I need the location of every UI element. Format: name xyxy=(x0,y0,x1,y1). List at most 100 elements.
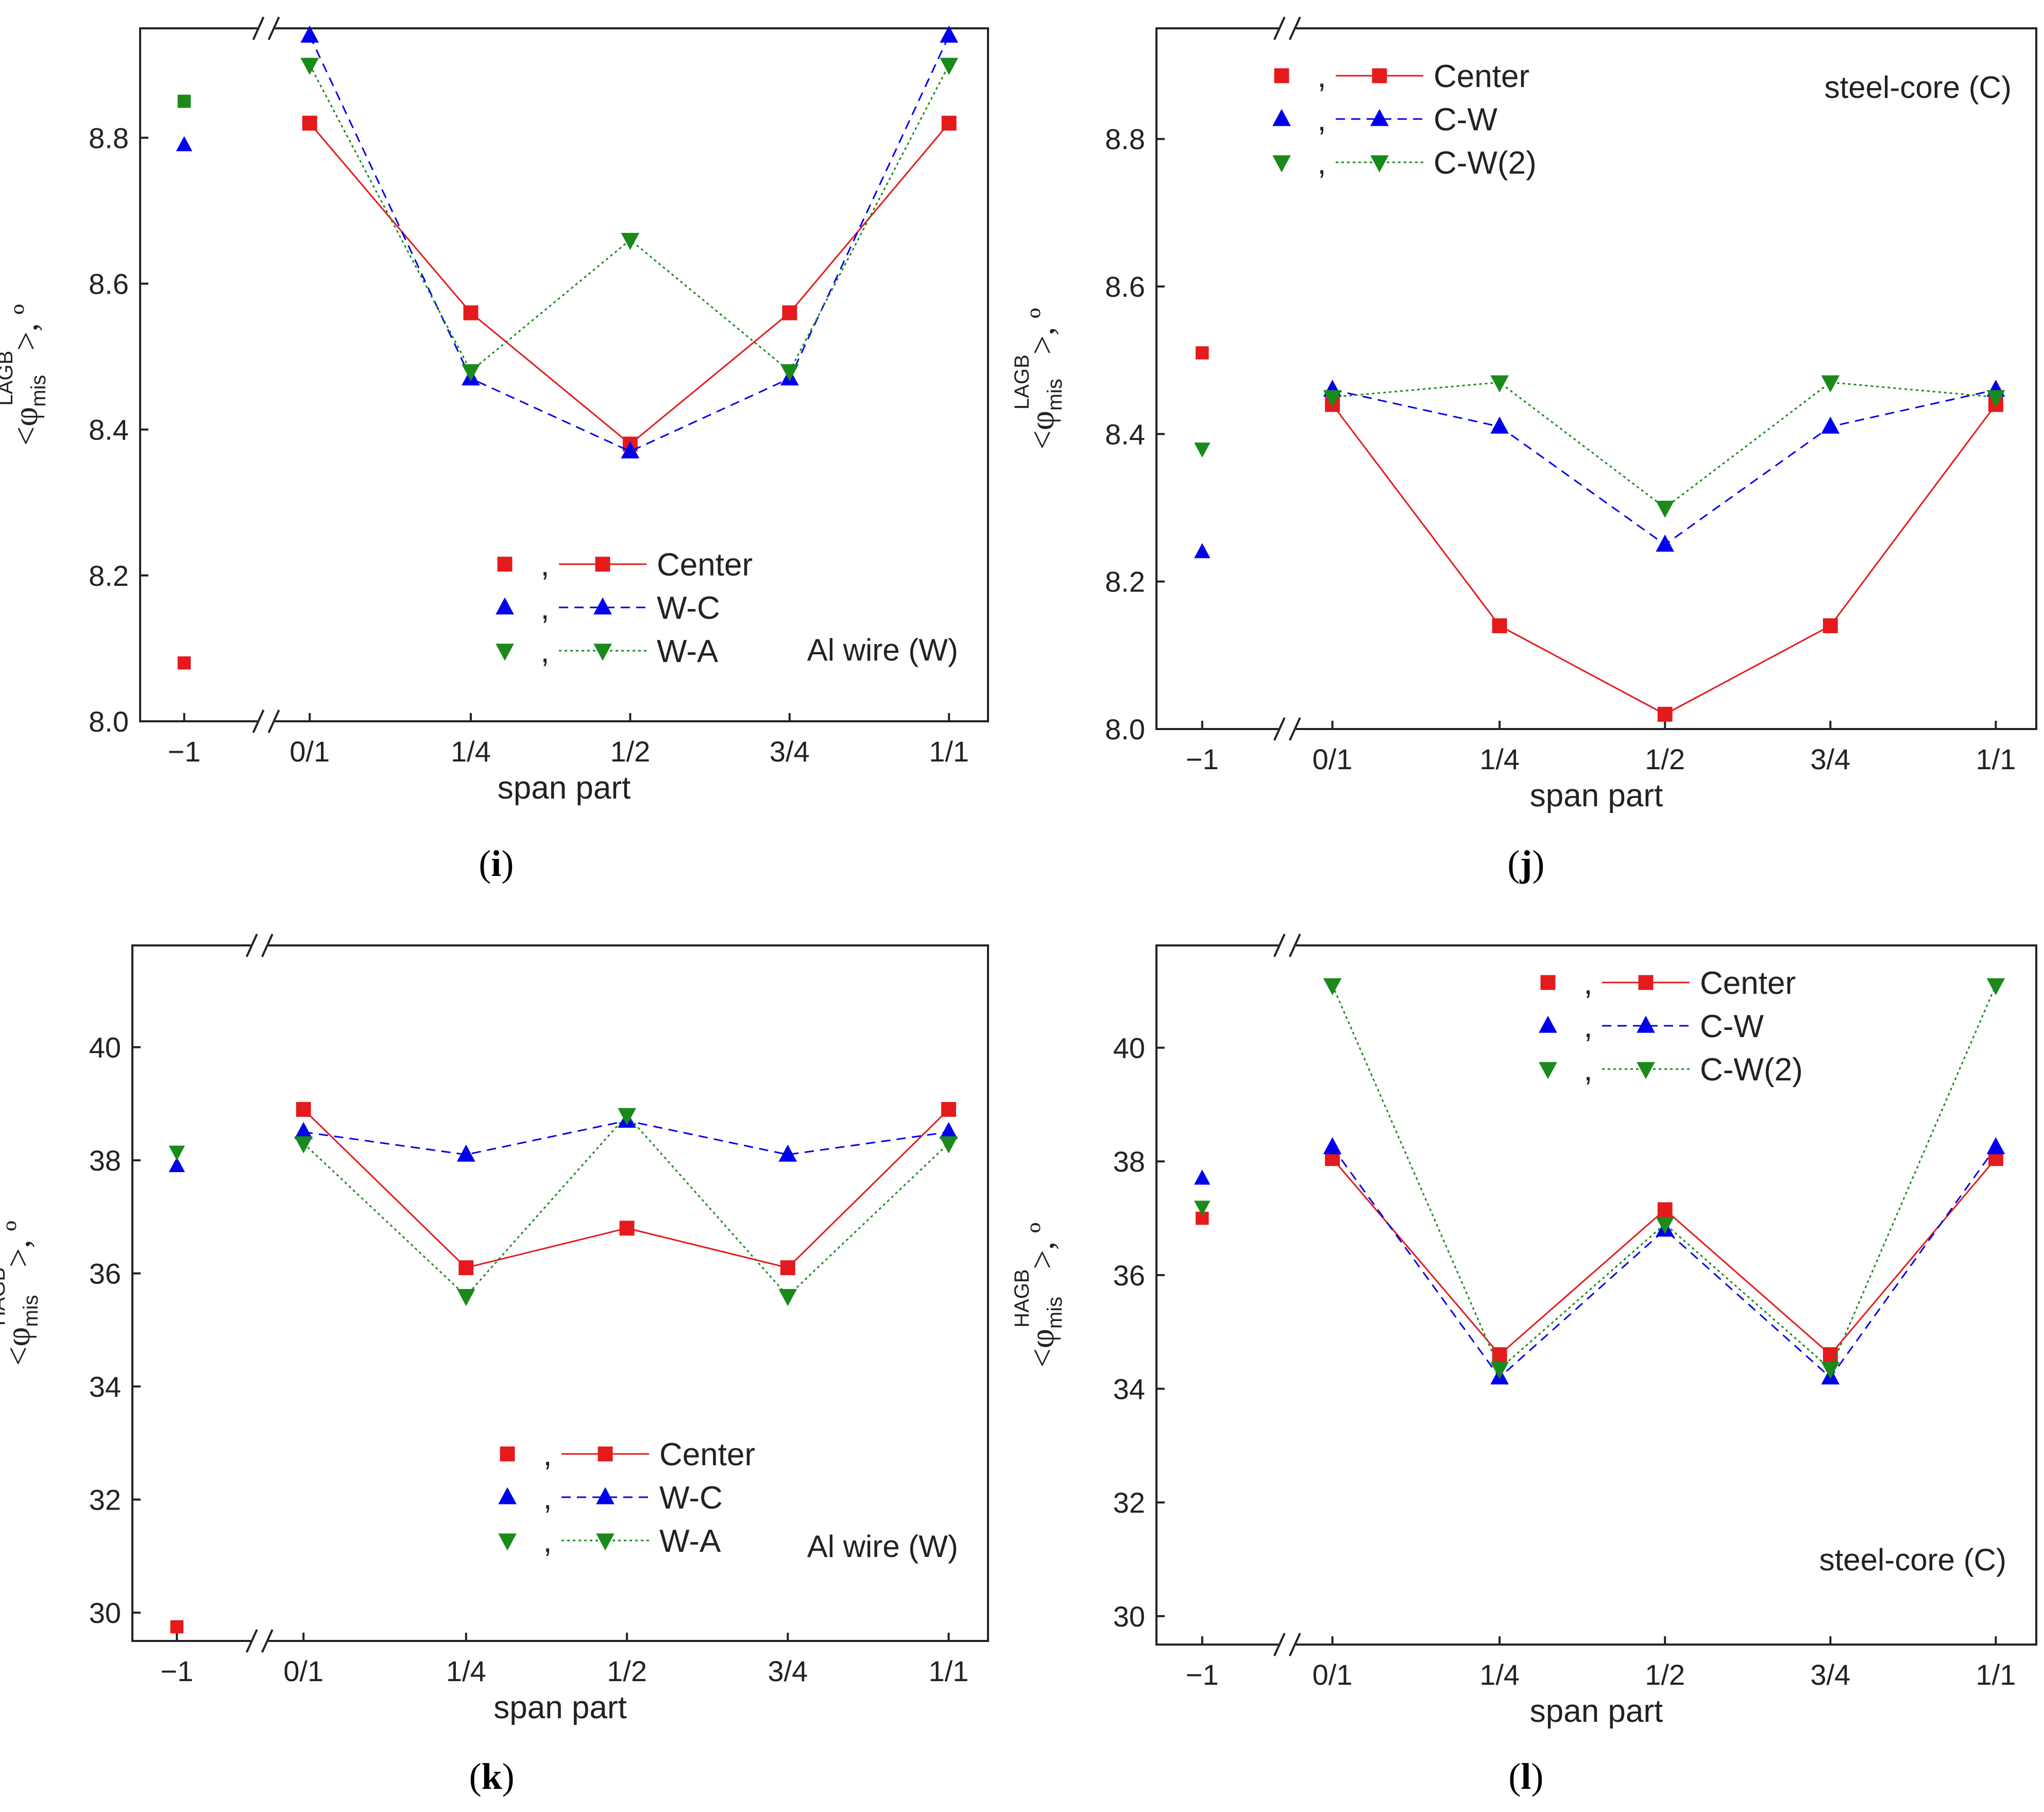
series-line xyxy=(303,1109,949,1269)
x-tick-label: 0/1 xyxy=(289,735,330,768)
y-title-sub: mis xyxy=(1044,379,1066,411)
data-point xyxy=(300,58,319,75)
data-point xyxy=(1657,1202,1673,1217)
series-W-A xyxy=(168,1108,958,1307)
data-point xyxy=(456,1289,475,1307)
x-tick-label: 1/1 xyxy=(929,735,969,768)
data-point xyxy=(462,364,480,381)
legend-marker xyxy=(1272,155,1291,173)
data-point xyxy=(1656,534,1675,552)
legend-separator: , xyxy=(540,547,549,583)
series-C-W(2) xyxy=(1194,978,2005,1379)
axis-break-mark xyxy=(252,16,265,40)
panel-label-close: ) xyxy=(1532,843,1544,884)
series-line xyxy=(309,123,950,445)
axis-break-mark xyxy=(1273,717,1286,741)
x-tick-label: 1/2 xyxy=(1645,743,1685,775)
data-point xyxy=(1323,978,1342,995)
series-line xyxy=(309,35,950,452)
series-Center xyxy=(1196,346,2003,722)
panel-label-close: ) xyxy=(502,1756,515,1797)
data-point xyxy=(463,305,479,320)
reference-point xyxy=(168,1145,185,1161)
data-point xyxy=(1656,1216,1675,1234)
y-title-sub: mis xyxy=(27,375,50,407)
legend-separator: , xyxy=(1317,102,1326,138)
chart-panel-3: −1 0/1 1/4 1/2 3/4 1/1 span part 30 32 34 36 38 40 <φ… xyxy=(0,934,989,1797)
axis-break-mark xyxy=(246,1629,258,1653)
y-tick-label: 8.2 xyxy=(89,560,129,592)
y-tick-label: 8.8 xyxy=(89,122,129,154)
panel-label-letter: k xyxy=(482,1756,502,1797)
data-point xyxy=(456,1144,475,1162)
data-point xyxy=(458,1260,474,1276)
panel-label-close: ) xyxy=(501,843,514,884)
panel-label-letter: i xyxy=(491,843,501,884)
data-point xyxy=(780,364,799,381)
data-point xyxy=(302,115,317,131)
legend-separator: , xyxy=(543,1437,552,1472)
legend-line-marker xyxy=(1372,68,1387,83)
reference-point xyxy=(177,656,191,670)
data-point xyxy=(780,1260,795,1276)
axis-break-gap xyxy=(257,716,275,726)
series-Center xyxy=(170,1102,957,1634)
legend-label: W-A xyxy=(659,1523,721,1559)
x-tick-label: 3/4 xyxy=(1810,743,1850,775)
series-line xyxy=(1332,1146,1997,1379)
y-title-sup: HAGB xyxy=(1011,1269,1033,1327)
data-point xyxy=(1657,706,1673,722)
data-point xyxy=(778,1289,797,1307)
x-tick-label: 1/2 xyxy=(607,1655,647,1687)
y-tick-label: 8.6 xyxy=(1105,270,1145,303)
legend-marker xyxy=(497,556,513,572)
legend: , Center, W-C, W-A xyxy=(496,547,753,669)
x-tick-label: 3/4 xyxy=(768,1655,808,1687)
legend-label: C-W(2) xyxy=(1434,145,1537,181)
y-tick-label: 40 xyxy=(1113,1032,1145,1064)
legend-marker xyxy=(496,597,514,615)
y-axis-title: <φmis HAGB>, º xyxy=(1011,1223,1066,1368)
legend-label: C-W xyxy=(1434,102,1497,138)
data-point xyxy=(1986,1137,2005,1155)
x-tick-label: −1 xyxy=(168,735,201,768)
data-point xyxy=(941,115,957,131)
reference-point xyxy=(1194,1200,1211,1216)
series-W-A xyxy=(177,58,959,381)
legend-separator: , xyxy=(543,1480,552,1516)
data-point xyxy=(939,1136,958,1154)
reference-point xyxy=(176,136,193,151)
x-tick-label: 1/4 xyxy=(1479,1658,1520,1691)
x-tick-label: 1/4 xyxy=(1479,743,1520,775)
data-point xyxy=(296,1102,311,1117)
y-tick-label: 38 xyxy=(89,1144,121,1177)
legend: , Center, W-C, W-A xyxy=(498,1437,755,1559)
y-title-suffix: >, º xyxy=(0,1221,37,1267)
data-point xyxy=(1490,375,1509,393)
x-tick-label: 0/1 xyxy=(1313,1658,1353,1691)
series-Center xyxy=(177,115,957,670)
series-line xyxy=(1332,1158,1997,1356)
y-title-prefix: <φ xyxy=(7,407,45,446)
legend-line-marker xyxy=(1370,155,1389,173)
legend-label: Center xyxy=(657,547,753,583)
y-axis-title: <φmis LAGB>, º xyxy=(1011,308,1066,450)
data-point xyxy=(1492,1347,1507,1362)
axis-break-gap xyxy=(250,1636,268,1646)
panel-label-letter: l xyxy=(1521,1756,1531,1797)
axis-break-mark xyxy=(261,934,274,957)
legend-separator: , xyxy=(540,634,549,669)
x-tick-label: 0/1 xyxy=(1313,743,1353,775)
legend-label: W-A xyxy=(657,634,719,669)
axis-break-gap xyxy=(250,940,268,951)
reference-point xyxy=(1194,1170,1211,1185)
y-axis-title: <φmis HAGB>, º xyxy=(0,1221,42,1366)
series-W-C xyxy=(168,1110,958,1173)
legend-marker xyxy=(498,1533,517,1551)
y-tick-label: 34 xyxy=(89,1370,121,1403)
y-axis-title: <φmis LAGB>, º xyxy=(0,304,50,446)
legend-separator: , xyxy=(540,590,549,626)
x-tick-label: −1 xyxy=(1186,1658,1219,1691)
data-point xyxy=(1323,1137,1342,1155)
